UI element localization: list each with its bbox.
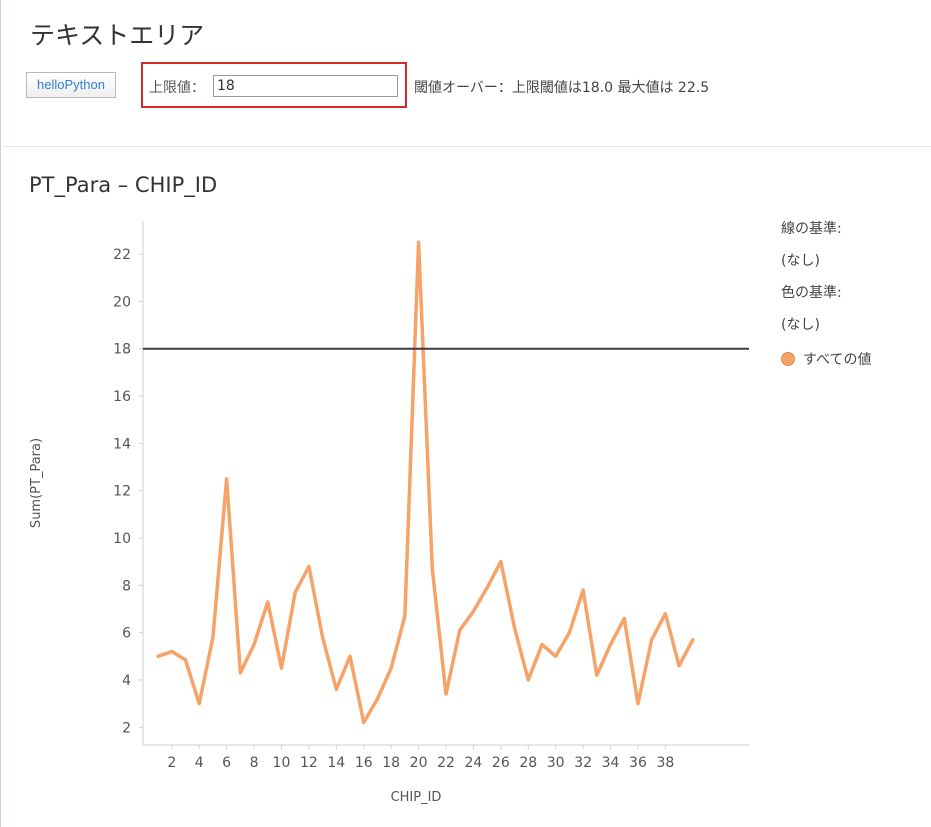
x-tick-label: 20 (410, 755, 428, 771)
x-tick-label: 32 (574, 755, 592, 771)
y-ticks: 2 4 6 8 10 12 14 16 18 20 22 (113, 247, 143, 736)
x-tick-label: 16 (355, 755, 373, 771)
y-tick-label: 20 (113, 294, 131, 310)
x-tick-label: 4 (195, 755, 204, 771)
x-tick-label: 14 (327, 755, 345, 771)
x-tick-label: 38 (656, 755, 674, 771)
y-tick-label: 4 (122, 673, 131, 689)
x-ticks: 2 4 6 8 10 12 14 16 18 20 22 24 26 28 30 32 34 36 38 (167, 745, 674, 771)
y-tick-label: 14 (113, 436, 131, 452)
y-tick-label: 12 (113, 484, 131, 500)
series (156, 240, 695, 725)
legend-swatch-icon (781, 352, 795, 366)
x-axis-label: CHIP_ID (391, 790, 442, 805)
legend: 線の基準: (なし) 色の基準: (なし) すべての値 (781, 219, 871, 371)
x-tick-label: 6 (222, 755, 231, 771)
y-tick-label: 10 (113, 531, 131, 547)
x-tick-label: 8 (250, 755, 259, 771)
x-tick-label: 24 (465, 755, 483, 771)
legend-entry-label: すべての値 (803, 352, 872, 368)
x-tick-label: 10 (273, 755, 291, 771)
x-tick-label: 28 (519, 755, 537, 771)
text-area-panel: テキストエリア helloPython 上限値： 閾値オーバー：上限閾値は18.… (2, 0, 931, 147)
y-tick-label: 18 (113, 342, 131, 358)
series-line[interactable] (156, 240, 695, 725)
x-tick-label: 26 (492, 755, 510, 771)
legend-color-by-value[interactable]: (なし) (781, 317, 820, 333)
y-tick-label: 2 (122, 720, 131, 736)
y-tick-label: 6 (122, 626, 131, 642)
limit-input[interactable] (213, 75, 398, 97)
x-tick-label: 12 (300, 755, 318, 771)
chart-title: PT_Para – CHIP_ID (29, 173, 218, 197)
x-tick-label: 36 (629, 755, 647, 771)
x-tick-label: 22 (437, 755, 455, 771)
legend-line-by-label[interactable]: 線の基準: (781, 221, 842, 237)
legend-line-by-value[interactable]: (なし) (781, 253, 820, 269)
legend-entry[interactable]: すべての値 (781, 347, 871, 371)
axes (142, 221, 749, 746)
y-tick-label: 22 (113, 247, 131, 263)
threshold-message: 閾値オーバー：上限閾値は18.0 最大値は 22.5 (414, 80, 710, 96)
input-highlight-box (141, 62, 407, 108)
hello-python-button[interactable]: helloPython (26, 72, 116, 98)
legend-color-by-label[interactable]: 色の基準: (781, 285, 842, 301)
panel-title: テキストエリア (30, 21, 205, 50)
x-tick-label: 2 (167, 755, 176, 771)
limit-label: 上限値： (149, 80, 205, 96)
x-tick-label: 30 (547, 755, 565, 771)
y-tick-label: 16 (113, 389, 131, 405)
x-tick-label: 34 (602, 755, 620, 771)
y-axis-label: Sum(PT_Para) (29, 438, 44, 528)
y-tick-label: 8 (122, 578, 131, 594)
x-tick-label: 18 (382, 755, 400, 771)
